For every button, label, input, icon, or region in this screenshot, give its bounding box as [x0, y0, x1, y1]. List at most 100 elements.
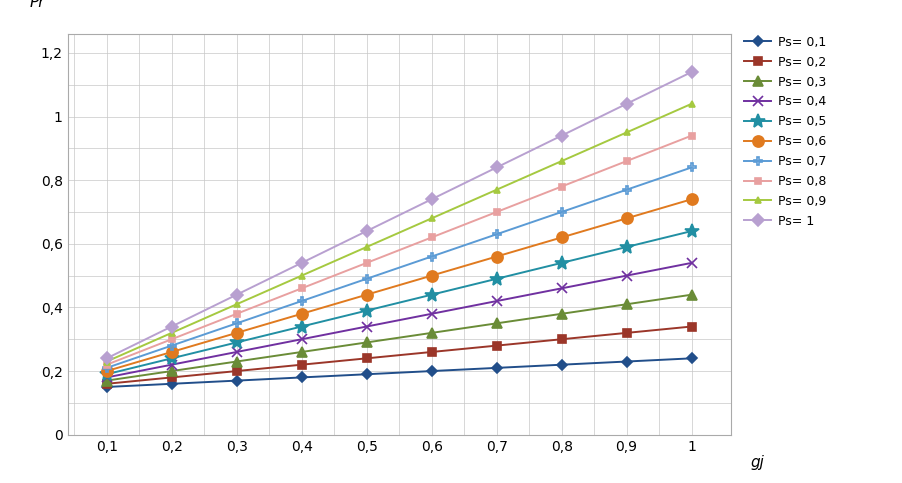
Ps= 0,7 — [557, 209, 567, 215]
Ps= 0,6 — [427, 273, 437, 279]
Ps= 0,3 — [166, 368, 177, 374]
Ps= 0,1 — [557, 362, 567, 368]
Ps= 0,6 — [166, 349, 177, 355]
Ps= 0,7 — [231, 320, 242, 326]
Line: Ps= 0,6: Ps= 0,6 — [101, 194, 697, 377]
Ps= 1 — [621, 101, 632, 107]
Ps= 0,2 — [101, 381, 112, 387]
Ps= 0,2 — [231, 368, 242, 374]
Ps= 0,8 — [492, 209, 502, 215]
Ps= 0,9 — [231, 301, 242, 307]
Ps= 0,8 — [101, 362, 112, 368]
Ps= 0,9 — [557, 158, 567, 164]
Ps= 0,2 — [166, 374, 177, 380]
Ps= 0,7 — [492, 231, 502, 237]
Ps= 0,6 — [557, 235, 567, 241]
Ps= 0,7 — [101, 365, 112, 371]
Line: Ps= 0,2: Ps= 0,2 — [103, 322, 695, 388]
Ps= 0,6 — [101, 368, 112, 374]
Ps= 0,8 — [361, 260, 372, 266]
Ps= 0,4 — [492, 298, 502, 304]
Ps= 0,3 — [101, 378, 112, 384]
Line: Ps= 0,5: Ps= 0,5 — [100, 224, 698, 381]
Ps= 0,4 — [621, 273, 632, 279]
Line: Ps= 0,9: Ps= 0,9 — [103, 100, 695, 365]
Ps= 0,2 — [557, 336, 567, 342]
Line: Ps= 0,8: Ps= 0,8 — [104, 133, 695, 368]
Ps= 0,4 — [361, 324, 372, 329]
Ps= 0,8 — [557, 184, 567, 189]
Ps= 0,6 — [492, 254, 502, 259]
Ps= 0,5 — [296, 324, 307, 329]
Ps= 0,6 — [296, 311, 307, 317]
Ps= 0,8 — [686, 133, 697, 139]
Ps= 0,2 — [427, 349, 437, 355]
Ps= 0,5 — [427, 292, 437, 298]
Ps= 0,4 — [166, 362, 177, 368]
Ps= 0,1 — [427, 368, 437, 374]
Ps= 0,5 — [361, 308, 372, 313]
Ps= 0,3 — [361, 340, 372, 345]
Ps= 0,3 — [492, 320, 502, 326]
Ps= 0,5 — [231, 340, 242, 345]
Ps= 0,1 — [166, 381, 177, 387]
Ps= 0,8 — [231, 311, 242, 317]
Ps= 0,5 — [101, 371, 112, 377]
Ps= 0,4 — [427, 311, 437, 317]
Ps= 0,8 — [427, 235, 437, 241]
Ps= 0,4 — [557, 285, 567, 291]
Ps= 0,3 — [557, 311, 567, 317]
Ps= 0,1 — [361, 371, 372, 377]
Ps= 0,5 — [492, 276, 502, 282]
Ps= 0,7 — [621, 187, 632, 193]
Line: Ps= 0,3: Ps= 0,3 — [102, 290, 696, 385]
Line: Ps= 1: Ps= 1 — [103, 68, 695, 363]
Ps= 0,7 — [686, 165, 697, 170]
Ps= 0,4 — [101, 374, 112, 380]
Ps= 1 — [231, 292, 242, 298]
Ps= 1 — [427, 197, 437, 202]
Ps= 0,7 — [427, 254, 437, 259]
Ps= 0,9 — [101, 358, 112, 364]
Line: Ps= 0,7: Ps= 0,7 — [103, 163, 695, 372]
Ps= 0,9 — [686, 101, 697, 107]
Ps= 0,3 — [686, 292, 697, 298]
Ps= 1 — [557, 133, 567, 139]
Line: Ps= 0,1: Ps= 0,1 — [103, 355, 695, 390]
Ps= 0,6 — [361, 292, 372, 298]
Ps= 1 — [361, 228, 372, 234]
Ps= 0,5 — [686, 228, 697, 234]
Ps= 0,1 — [686, 355, 697, 361]
Ps= 0,3 — [427, 330, 437, 336]
Ps= 0,9 — [296, 273, 307, 279]
X-axis label: gj: gj — [750, 455, 764, 470]
Ps= 0,5 — [621, 244, 632, 250]
Ps= 0,6 — [686, 197, 697, 202]
Ps= 0,4 — [686, 260, 697, 266]
Ps= 0,2 — [492, 343, 502, 349]
Ps= 0,2 — [296, 362, 307, 368]
Ps= 0,3 — [621, 301, 632, 307]
Ps= 0,1 — [231, 378, 242, 384]
Ps= 1 — [492, 165, 502, 170]
Ps= 0,5 — [557, 260, 567, 266]
Ps= 0,3 — [231, 358, 242, 364]
Legend: Ps= 0,1, Ps= 0,2, Ps= 0,3, Ps= 0,4, Ps= 0,5, Ps= 0,6, Ps= 0,7, Ps= 0,8, Ps= 0,9,: Ps= 0,1, Ps= 0,2, Ps= 0,3, Ps= 0,4, Ps= … — [741, 32, 830, 231]
Ps= 0,1 — [101, 384, 112, 390]
Ps= 0,8 — [166, 336, 177, 342]
Ps= 0,4 — [231, 349, 242, 355]
Ps= 0,3 — [296, 349, 307, 355]
Ps= 0,2 — [361, 355, 372, 361]
Ps= 0,9 — [166, 330, 177, 336]
Ps= 0,6 — [621, 215, 632, 221]
Ps= 0,6 — [231, 330, 242, 336]
Ps= 0,9 — [427, 215, 437, 221]
Ps= 0,2 — [621, 330, 632, 336]
Ps= 0,8 — [621, 158, 632, 164]
Ps= 0,7 — [361, 276, 372, 282]
Ps= 0,2 — [686, 324, 697, 329]
Ps= 1 — [686, 69, 697, 75]
Ps= 1 — [101, 355, 112, 361]
Ps= 0,8 — [296, 285, 307, 291]
Ps= 0,4 — [296, 336, 307, 342]
